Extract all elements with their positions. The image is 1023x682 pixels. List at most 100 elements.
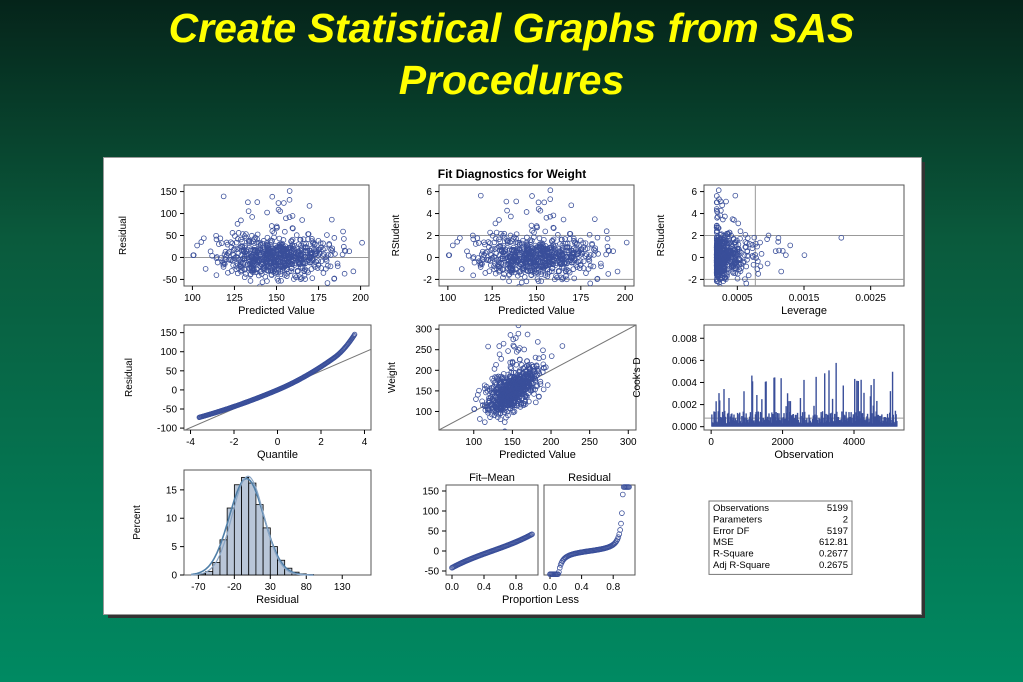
x-tick-label: 4	[362, 437, 368, 448]
data-point	[742, 231, 749, 238]
data-point	[284, 273, 290, 279]
data-point	[493, 390, 500, 396]
data-point	[752, 240, 759, 247]
data-point	[538, 251, 544, 257]
data-point	[470, 232, 476, 239]
data-point	[214, 254, 220, 260]
x-tick-label: 250	[581, 437, 598, 448]
data-point	[732, 259, 739, 265]
data-point	[265, 242, 271, 249]
data-point	[559, 251, 566, 258]
slide-title-line1: Create Statistical Graphs from SAS	[168, 5, 855, 51]
data-point	[257, 283, 263, 286]
plot-3: 0.0005 0.0015 0.0025 -2 0 2 4 6 Leverage RStudent	[656, 184, 905, 317]
data-point	[306, 203, 313, 209]
data-point	[487, 229, 493, 236]
data-point	[485, 343, 491, 350]
data-point	[323, 256, 329, 262]
data-point	[328, 246, 334, 253]
data-point	[492, 255, 499, 261]
data-point	[504, 207, 510, 214]
data-point	[299, 246, 305, 252]
data-point	[615, 534, 622, 540]
data-point	[350, 268, 357, 275]
data-point	[605, 271, 612, 277]
data-point	[487, 258, 494, 264]
statistics-label: MSE	[713, 537, 734, 548]
data-point	[523, 278, 530, 285]
data-point	[491, 239, 498, 246]
data-point	[488, 384, 495, 391]
data-point	[517, 294, 522, 299]
data-point	[524, 264, 531, 271]
data-point	[536, 370, 543, 377]
data-point	[566, 230, 573, 237]
data-point	[626, 484, 632, 490]
data-point	[334, 260, 341, 267]
data-point	[254, 236, 260, 242]
data-point	[269, 193, 276, 200]
data-point	[717, 235, 723, 242]
data-point	[309, 236, 315, 242]
statistics-label: Adj R-Square	[713, 560, 770, 571]
data-point	[313, 246, 319, 253]
data-point	[235, 236, 241, 242]
data-point	[728, 259, 735, 266]
x-axis-label: Predicted Value	[498, 305, 575, 317]
data-point	[302, 244, 309, 251]
data-point	[296, 261, 303, 267]
data-point	[550, 224, 557, 231]
data-point	[764, 260, 771, 267]
data-point	[233, 239, 240, 246]
statistics-label: Error DF	[713, 526, 750, 537]
data-point	[506, 373, 513, 380]
data-point	[537, 378, 544, 385]
x-tick-label: 200	[617, 293, 634, 304]
data-point	[296, 255, 302, 262]
data-point	[528, 222, 535, 229]
y-tick-label: 4	[426, 209, 432, 220]
data-point	[267, 237, 274, 244]
slide-title: Create Statistical Graphs from SAS Proce…	[0, 2, 1023, 106]
data-point	[555, 268, 562, 275]
x-tick-label: 125	[484, 293, 501, 304]
data-point	[574, 264, 580, 270]
data-point	[292, 272, 298, 279]
data-point	[503, 198, 510, 205]
data-point	[320, 270, 327, 276]
data-point	[514, 249, 520, 255]
data-point	[282, 263, 289, 270]
data-point	[518, 240, 525, 247]
data-point	[516, 283, 522, 286]
data-point	[496, 351, 503, 358]
data-point	[479, 398, 485, 405]
y-tick-label: 0.008	[672, 334, 697, 345]
data-point	[292, 255, 299, 262]
data-point	[717, 283, 723, 286]
data-point	[470, 254, 477, 260]
data-point	[546, 261, 553, 268]
data-point	[326, 241, 332, 247]
data-point	[546, 259, 553, 265]
x-tick-label: 0.0005	[722, 293, 753, 304]
spread-points	[547, 484, 632, 578]
scatter-points	[190, 188, 365, 286]
data-point	[713, 224, 720, 231]
data-point	[723, 276, 729, 283]
data-point	[224, 252, 230, 258]
data-point	[520, 365, 527, 372]
data-point	[325, 262, 331, 269]
data-point	[500, 232, 506, 239]
data-point	[322, 245, 328, 252]
data-point	[516, 372, 523, 379]
data-point	[477, 192, 484, 199]
spread-panel-frame	[543, 484, 636, 576]
data-point	[241, 274, 248, 281]
data-point	[475, 255, 481, 261]
data-point	[775, 235, 782, 241]
y-tick-label: 150	[422, 487, 439, 498]
data-point	[341, 247, 348, 254]
data-point	[716, 259, 722, 265]
data-point	[527, 365, 533, 372]
data-point	[737, 228, 744, 235]
